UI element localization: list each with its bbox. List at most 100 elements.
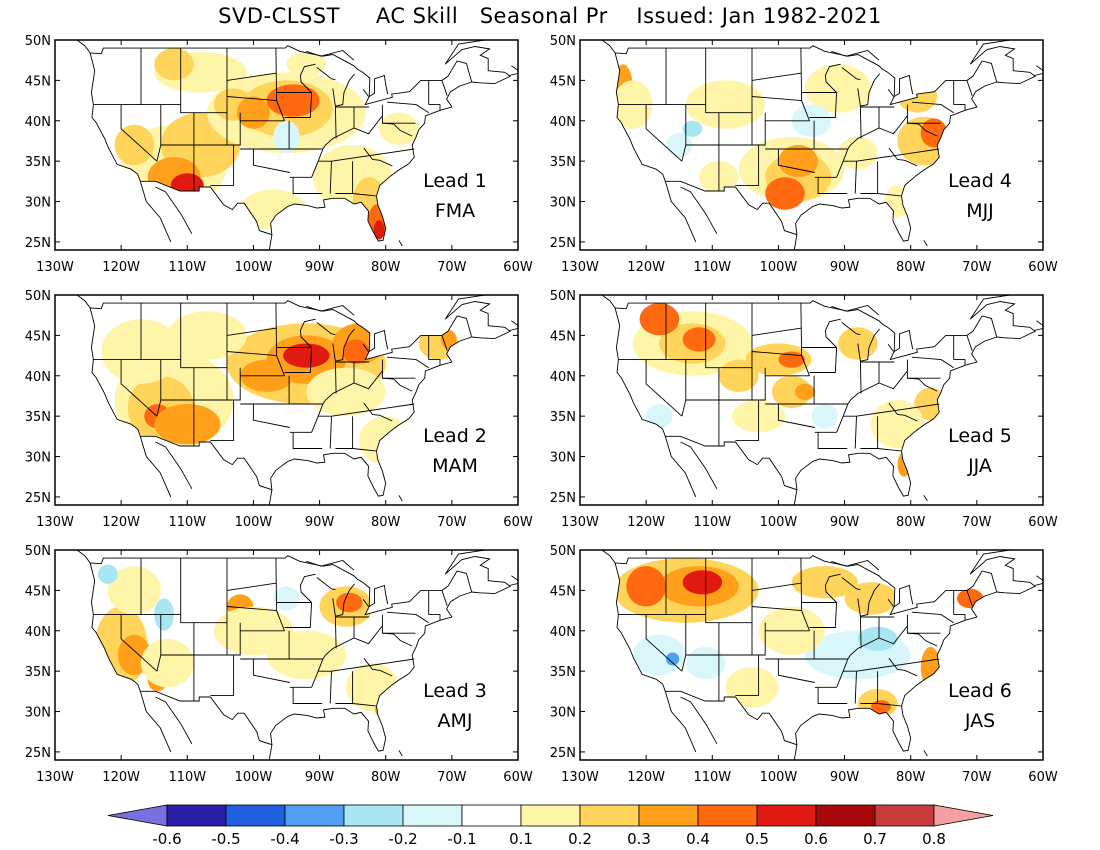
lon-tick-label: 70W — [962, 260, 992, 275]
map-frame — [54, 549, 519, 761]
colorbar-swatch — [815, 804, 876, 827]
map-panel: 50N 45N 40N 35N 30N 25N 130W 120W 110W 100W 90W 80W… — [25, 544, 533, 785]
lon-tick-label: 110W — [693, 260, 731, 275]
state-boundary — [386, 356, 429, 369]
coastline — [831, 50, 880, 61]
state-boundary — [777, 149, 815, 173]
state-boundary — [352, 703, 376, 707]
state-boundary — [953, 104, 966, 111]
state-boundary — [765, 630, 815, 660]
lon-tick-label: 120W — [102, 260, 140, 275]
state-boundary — [800, 558, 810, 631]
lead-label: Lead 6 — [948, 680, 1012, 702]
skill-contour — [273, 586, 300, 611]
lon-tick-label: 100W — [235, 770, 273, 785]
lon-tick-label: 90W — [305, 515, 335, 530]
state-boundary — [777, 404, 815, 428]
state-boundary — [317, 625, 383, 672]
coastline — [444, 295, 511, 340]
lat-tick-label: 30N — [550, 706, 576, 721]
state-boundary — [428, 614, 441, 621]
skill-contour — [811, 404, 838, 429]
us-outline — [614, 45, 998, 242]
lat-tick-label: 40N — [25, 625, 51, 640]
colorbar-label: -0.3 — [329, 830, 358, 848]
state-boundary — [817, 177, 848, 194]
state-boundary — [240, 630, 290, 660]
map-panel: 50N 45N 40N 35N 30N 25N 130W 120W 110W 100W 90W 80W… — [550, 544, 1058, 785]
state-boundary — [284, 602, 313, 628]
map-panel: 50N 45N 40N 35N 30N 25N 130W 120W 110W 100W 90W 80W… — [25, 289, 533, 530]
skill-contour — [98, 564, 118, 584]
colorbar-swatch — [874, 804, 935, 827]
state-boundary — [859, 616, 862, 649]
state-boundary — [841, 322, 861, 336]
state-boundary — [210, 622, 241, 696]
state-boundary — [817, 432, 848, 449]
state-boundary — [428, 104, 441, 111]
coastline — [680, 696, 718, 745]
state-boundary — [441, 335, 448, 351]
state-boundary — [888, 657, 918, 677]
lon-tick-label: 100W — [760, 770, 798, 785]
skill-contour — [765, 177, 805, 210]
lon-tick-label: 60W — [503, 770, 533, 785]
lat-tick-label: 45N — [550, 329, 576, 344]
skill-contour — [666, 652, 680, 666]
lat-tick-label: 35N — [550, 665, 576, 680]
lon-tick-label: 120W — [102, 770, 140, 785]
coastline — [680, 441, 718, 490]
state-boundary — [352, 193, 376, 197]
state-boundary — [240, 375, 290, 405]
state-boundary — [180, 303, 228, 369]
lon-tick-label: 80W — [896, 515, 926, 530]
state-boundary — [299, 573, 316, 603]
state-boundary — [120, 614, 158, 672]
state-boundary — [809, 602, 838, 628]
state-boundary — [252, 149, 290, 173]
state-boundary — [316, 322, 336, 336]
coastline — [601, 295, 616, 309]
state-boundary — [800, 48, 810, 121]
coastline — [398, 240, 403, 247]
state-boundary — [966, 590, 973, 606]
coastline — [444, 40, 511, 85]
state-boundary — [226, 96, 277, 102]
lat-tick-label: 25N — [25, 491, 51, 506]
lat-tick-label: 35N — [550, 155, 576, 170]
lat-tick-label: 30N — [550, 196, 576, 211]
lon-tick-label: 90W — [830, 260, 860, 275]
lon-tick-label: 100W — [235, 515, 273, 530]
state-boundary — [911, 611, 954, 624]
map-frame — [54, 39, 519, 251]
state-boundary — [240, 120, 290, 150]
map-frame — [579, 549, 1044, 761]
lat-tick-label: 25N — [550, 746, 576, 761]
state-boundary — [441, 80, 448, 96]
skill-contour — [154, 47, 194, 81]
us-outline — [614, 555, 998, 752]
state-boundary — [911, 356, 954, 369]
map-panel: 50N 45N 40N 35N 30N 25N 130W 120W 110W 100W 90W 80W… — [25, 34, 533, 275]
coastline — [139, 181, 172, 243]
colorbar: -0.6 -0.5 -0.4 -0.3 -0.2 -0.1 0.1 0.2 0.3 0.4 0.5 0… — [107, 804, 994, 848]
state-boundary — [329, 671, 332, 704]
state-boundary — [859, 361, 862, 394]
lon-tick-label: 80W — [896, 260, 926, 275]
coastline — [893, 329, 914, 352]
state-boundary — [275, 303, 285, 376]
lat-tick-label: 40N — [550, 370, 576, 385]
season-label: JAS — [964, 710, 995, 732]
colorbar-label: 0.2 — [568, 830, 592, 848]
state-boundary — [645, 359, 683, 417]
skill-contour — [107, 566, 161, 615]
lon-tick-label: 100W — [760, 260, 798, 275]
lat-tick-label: 45N — [25, 329, 51, 344]
state-boundary — [317, 115, 383, 162]
lat-tick-label: 25N — [25, 746, 51, 761]
colorbar-label: 0.4 — [686, 830, 710, 848]
state-boundary — [751, 351, 802, 357]
colorbar-swatch — [697, 804, 758, 827]
state-boundary — [953, 359, 966, 366]
lon-tick-label: 120W — [627, 260, 665, 275]
